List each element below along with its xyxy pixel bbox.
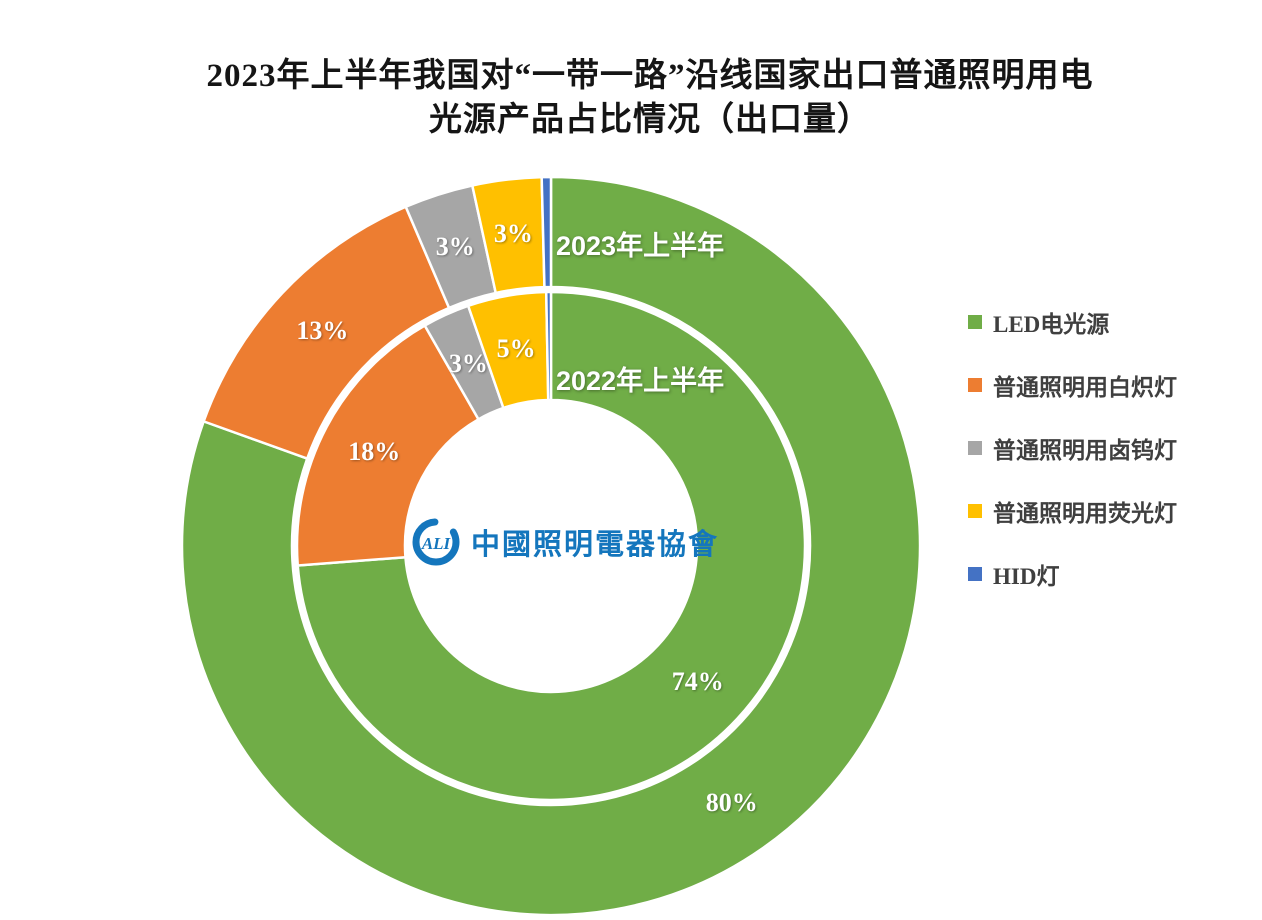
cali-logo-name: 中國照明電器協會 bbox=[471, 529, 720, 561]
chart-title-line-2: 光源产品占比情况（出口量） bbox=[429, 101, 871, 138]
chart-title-line-1: 2023年上半年我国对“一带一路”沿线国家出口普通照明用电 bbox=[206, 58, 1094, 94]
legend-item-fluorescent: 普通照明用荧光灯 bbox=[968, 496, 1177, 526]
legend-label-fluorescent: 普通照明用荧光灯 bbox=[993, 501, 1177, 526]
cali-logo-ali-text: ALI bbox=[421, 534, 452, 553]
slice-outer-hid bbox=[540, 175, 553, 289]
slice-inner-hid bbox=[544, 290, 553, 402]
legend-item-halogen: 普通照明用卤钨灯 bbox=[968, 433, 1177, 463]
slice-outer-led bbox=[180, 175, 922, 917]
legend-item-hid: HID灯 bbox=[968, 559, 1177, 589]
legend-label-incandescent: 普通照明用白炽灯 bbox=[993, 375, 1177, 400]
legend-label-hid: HID灯 bbox=[993, 564, 1060, 589]
cali-logo: ALI 中國照明電器協會 bbox=[410, 516, 719, 568]
legend-swatch-hid bbox=[968, 567, 982, 581]
slice-inner-incandescent bbox=[295, 324, 480, 567]
chart-title: 2023年上半年我国对“一带一路”沿线国家出口普通照明用电 光源产品占比情况（出… bbox=[40, 55, 1260, 142]
legend-swatch-led bbox=[968, 315, 982, 329]
slice-inner-led bbox=[296, 290, 807, 802]
cali-logo-mark-icon: ALI bbox=[412, 518, 460, 566]
legend-item-incandescent: 普通照明用白炽灯 bbox=[968, 370, 1177, 400]
legend-swatch-halogen bbox=[968, 441, 982, 455]
legend-label-led: LED电光源 bbox=[993, 312, 1110, 337]
chart-legend: LED电光源普通照明用白炽灯 普通照明用卤钨灯 普通照明用荧光灯 HID灯 bbox=[968, 307, 1177, 589]
legend-item-led: LED电光源 bbox=[968, 307, 1177, 337]
legend-label-halogen: 普通照明用卤钨灯 bbox=[993, 438, 1177, 463]
legend-swatch-incandescent bbox=[968, 378, 982, 392]
legend-swatch-fluorescent bbox=[968, 504, 982, 518]
